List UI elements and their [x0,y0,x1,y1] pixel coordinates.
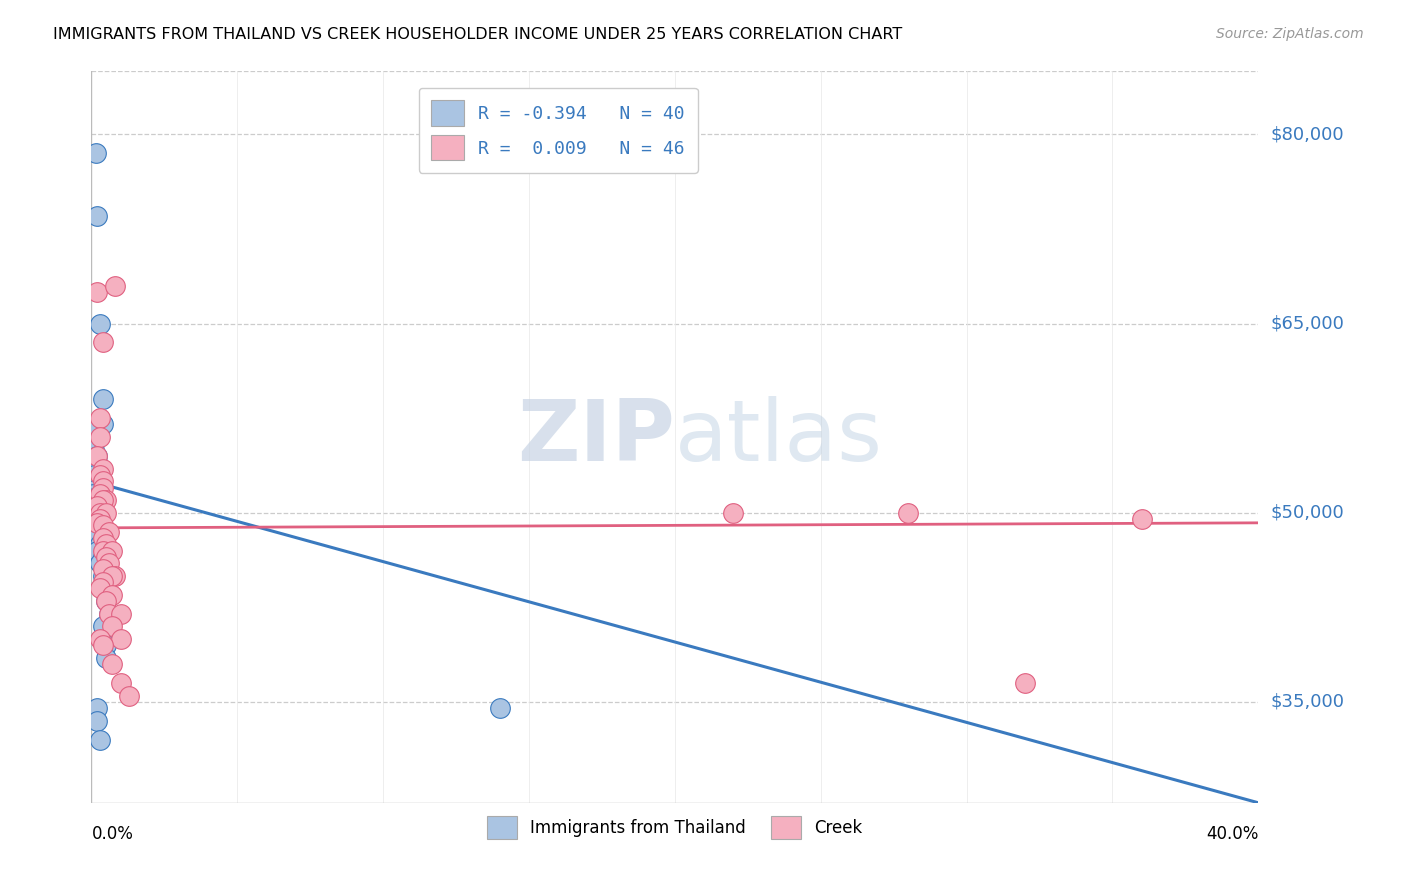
Point [86,210,108,224]
Point [91,549,114,564]
Point [83,436,105,450]
Point [86,714,108,728]
Point [110,607,132,621]
Point [83,467,105,482]
Point [1014,676,1036,690]
Point [86,449,108,463]
Point [104,278,127,293]
Point [84,146,107,161]
Point [94,493,117,508]
Point [97,524,120,539]
Point [86,518,108,533]
Point [91,543,114,558]
Point [89,524,111,539]
Point [82,500,104,514]
Point [82,487,104,501]
Point [91,562,114,576]
Point [83,483,105,497]
Point [723,506,745,520]
Point [94,650,117,665]
Point [91,493,114,508]
Point [89,487,111,501]
Legend: Immigrants from Thailand, Creek: Immigrants from Thailand, Creek [477,805,873,849]
Text: $80,000: $80,000 [1270,126,1344,144]
Text: atlas: atlas [675,395,883,479]
Text: ZIP: ZIP [517,395,675,479]
Point [89,506,111,520]
Point [97,607,120,621]
Point [89,582,111,596]
Point [89,430,111,444]
Point [91,474,114,488]
Point [86,500,108,514]
Point [82,455,104,469]
Point [94,549,117,564]
Point [101,543,124,558]
Point [489,701,512,715]
Text: 0.0%: 0.0% [91,825,134,844]
Point [101,569,124,583]
Point [83,491,105,505]
Point [83,442,105,457]
Text: 40.0%: 40.0% [1206,825,1258,844]
Point [89,512,111,526]
Point [118,689,141,703]
Point [83,496,105,510]
Point [83,503,105,517]
Point [94,638,117,652]
Point [89,411,111,425]
Point [86,531,108,545]
Point [91,481,114,495]
Point [101,657,124,671]
Point [94,594,117,608]
Point [91,575,114,590]
Point [91,638,114,652]
Point [97,607,120,621]
Point [89,732,111,747]
Point [84,474,107,488]
Text: Source: ZipAtlas.com: Source: ZipAtlas.com [1216,27,1364,41]
Point [86,701,108,715]
Text: $50,000: $50,000 [1270,504,1344,522]
Text: $65,000: $65,000 [1270,315,1344,333]
Point [94,537,117,551]
Point [110,676,132,690]
Point [897,506,920,520]
Point [94,594,117,608]
Point [97,556,120,570]
Point [86,543,108,558]
Point [89,556,111,570]
Point [94,506,117,520]
Point [86,285,108,299]
Point [104,569,127,583]
Point [101,588,124,602]
Point [91,619,114,633]
Point [83,461,105,475]
Point [89,317,111,331]
Point [1130,512,1153,526]
Point [91,417,114,432]
Point [84,512,107,526]
Point [86,516,108,530]
Point [86,506,108,520]
Point [91,461,114,475]
Point [82,424,104,438]
Text: $35,000: $35,000 [1270,693,1344,711]
Point [89,632,111,646]
Point [94,582,117,596]
Point [89,537,111,551]
Point [89,467,111,482]
Text: IMMIGRANTS FROM THAILAND VS CREEK HOUSEHOLDER INCOME UNDER 25 YEARS CORRELATION : IMMIGRANTS FROM THAILAND VS CREEK HOUSEH… [53,27,903,42]
Point [110,632,132,646]
Point [91,531,114,545]
Point [91,392,114,407]
Point [86,449,108,463]
Point [82,481,104,495]
Point [91,569,114,583]
Point [101,619,124,633]
Point [91,335,114,350]
Point [91,518,114,533]
